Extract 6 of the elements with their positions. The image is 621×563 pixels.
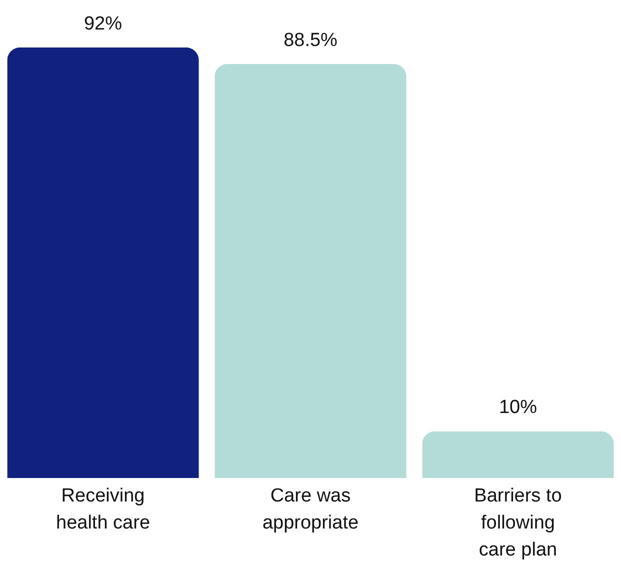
x-tick-label: Barriers to following care plan	[474, 486, 562, 560]
x-tick-label: Receiving health care	[56, 486, 150, 534]
data-label: 88.5%	[284, 30, 338, 51]
data-label: 92%	[84, 13, 122, 34]
x-tick-label: Care was appropriate	[262, 486, 359, 534]
data-label: 10%	[498, 397, 538, 418]
